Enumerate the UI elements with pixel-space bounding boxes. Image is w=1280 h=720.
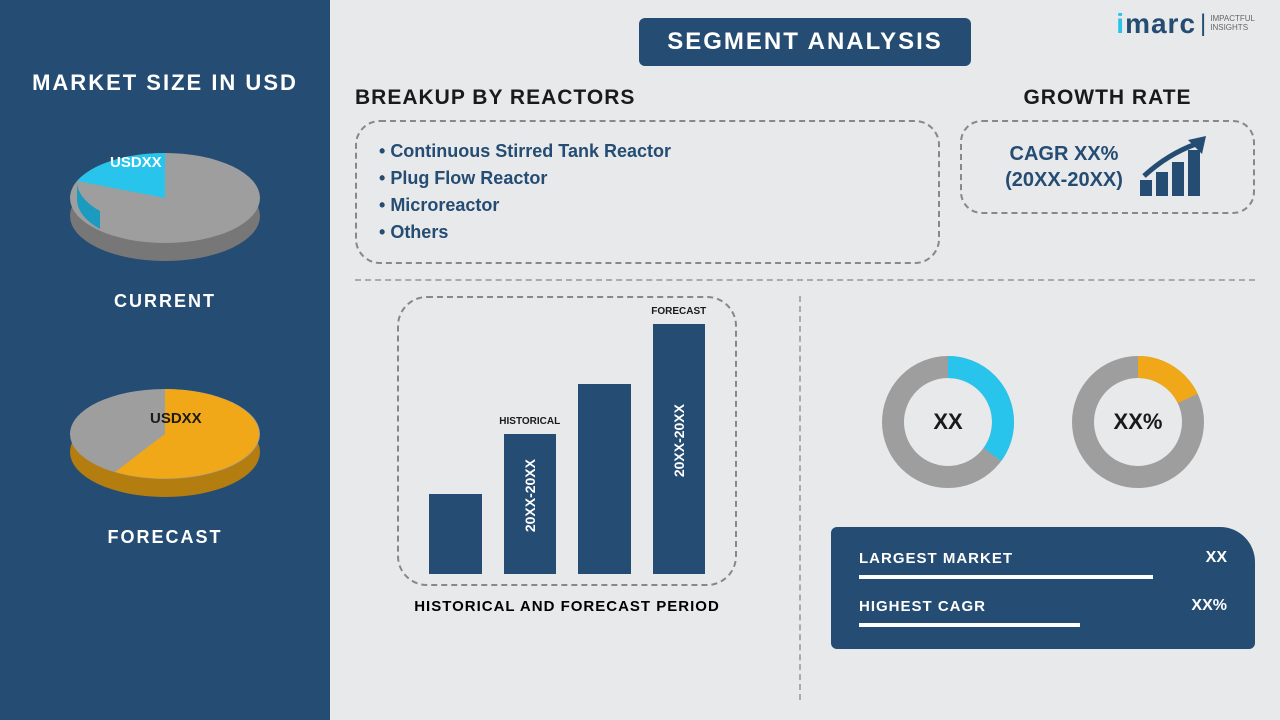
list-item: Others bbox=[379, 219, 916, 246]
stat-bar bbox=[859, 623, 1080, 627]
pie-forecast-label: USDXX bbox=[150, 410, 202, 427]
pie-current: USDXX CURRENT bbox=[55, 126, 275, 312]
reactor-list: Continuous Stirred Tank Reactor Plug Flo… bbox=[379, 138, 916, 246]
pie-forecast: USDXX FORECAST bbox=[55, 362, 275, 548]
stat-row: LARGEST MARKET XX bbox=[859, 549, 1227, 567]
bar bbox=[578, 384, 631, 574]
donut-center: XX% bbox=[1063, 347, 1213, 497]
stat-label: LARGEST MARKET bbox=[859, 550, 1206, 567]
pie-forecast-svg bbox=[55, 362, 275, 512]
donut-xxpct: XX% bbox=[1063, 347, 1213, 497]
donut-center: XX bbox=[873, 347, 1023, 497]
breakup-box: Continuous Stirred Tank Reactor Plug Flo… bbox=[355, 120, 940, 264]
stat-bar bbox=[859, 575, 1153, 579]
cagr-text: CAGR XX%(20XX-20XX) bbox=[1005, 141, 1123, 193]
bar: FORECAST20XX-20XX bbox=[653, 324, 706, 574]
pie-forecast-caption: FORECAST bbox=[108, 527, 223, 548]
stat-value: XX bbox=[1206, 549, 1227, 567]
logo: imarc | IMPACTFULINSIGHTS bbox=[1116, 8, 1255, 40]
stat-label: HIGHEST CAGR bbox=[859, 598, 1191, 615]
growth-box: CAGR XX%(20XX-20XX) bbox=[960, 120, 1255, 214]
historical-section: HISTORICAL20XX-20XX FORECAST20XX-20XX HI… bbox=[355, 296, 801, 700]
left-panel: MARKET SIZE IN USD USDXX CURRENT USDXX F… bbox=[0, 0, 330, 720]
main-title: SEGMENT ANALYSIS bbox=[639, 18, 971, 66]
list-item: Microreactor bbox=[379, 192, 916, 219]
stats-box: LARGEST MARKET XX HIGHEST CAGR XX% bbox=[831, 527, 1255, 649]
list-item: Plug Flow Reactor bbox=[379, 165, 916, 192]
growth-icon bbox=[1138, 136, 1210, 198]
logo-tagline: IMPACTFULINSIGHTS bbox=[1210, 15, 1255, 33]
donut-row: XX XX% bbox=[831, 347, 1255, 497]
growth-section: GROWTH RATE CAGR XX%(20XX-20XX) bbox=[960, 86, 1255, 264]
stat-row: HIGHEST CAGR XX% bbox=[859, 597, 1227, 615]
right-area: imarc | IMPACTFULINSIGHTS SEGMENT ANALYS… bbox=[330, 0, 1280, 720]
stat-value: XX% bbox=[1191, 597, 1227, 615]
historical-chart: HISTORICAL20XX-20XX FORECAST20XX-20XX bbox=[397, 296, 737, 586]
bottom-row: HISTORICAL20XX-20XX FORECAST20XX-20XX HI… bbox=[330, 281, 1280, 720]
pie-current-caption: CURRENT bbox=[114, 291, 216, 312]
pie-current-svg bbox=[55, 126, 275, 276]
list-item: Continuous Stirred Tank Reactor bbox=[379, 138, 916, 165]
breakup-heading: BREAKUP BY REACTORS bbox=[355, 86, 940, 110]
breakup-section: BREAKUP BY REACTORS Continuous Stirred T… bbox=[355, 86, 940, 264]
historical-caption: HISTORICAL AND FORECAST PERIOD bbox=[414, 598, 720, 615]
bar: HISTORICAL20XX-20XX bbox=[504, 434, 557, 574]
bar bbox=[429, 494, 482, 574]
market-size-title: MARKET SIZE IN USD bbox=[32, 70, 298, 96]
donut-xx: XX bbox=[873, 347, 1023, 497]
stats-section: XX XX% LARGEST MARKET XX HIGHEST CA bbox=[801, 296, 1255, 700]
pie-current-label: USDXX bbox=[110, 154, 162, 171]
growth-heading: GROWTH RATE bbox=[960, 86, 1255, 110]
top-row: BREAKUP BY REACTORS Continuous Stirred T… bbox=[330, 66, 1280, 279]
logo-text: imarc bbox=[1116, 8, 1196, 40]
